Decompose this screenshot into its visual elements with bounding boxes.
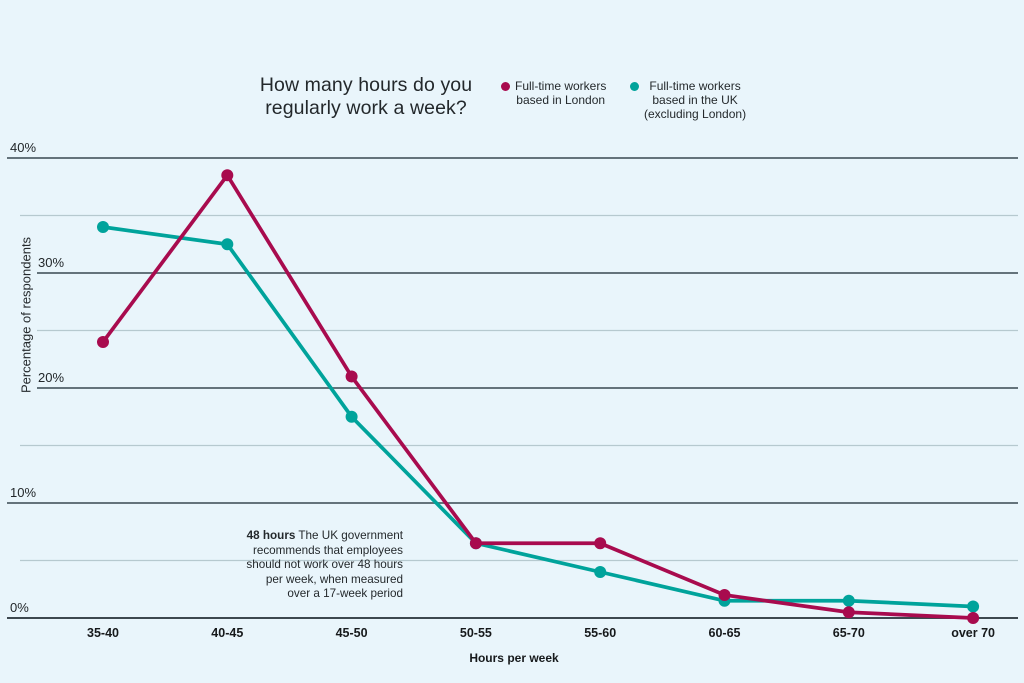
x-tick-label: 40-45 — [211, 626, 244, 640]
data-point — [345, 370, 358, 383]
chart-title-line1: How many hours do you — [259, 74, 473, 96]
data-point — [221, 169, 234, 182]
data-point — [221, 238, 234, 251]
data-point — [345, 410, 358, 423]
annotation-48-hours: 48 hours The UK government recommends tha… — [246, 529, 403, 601]
y-tick-label: 30% — [38, 255, 65, 270]
y-tick-label: 40% — [10, 140, 37, 155]
y-tick-label: 20% — [38, 370, 65, 385]
legend-label: Full-time workers based in London — [515, 79, 607, 107]
chart-title-line2: regularly work a week? — [265, 97, 467, 119]
x-tick-label: 65-70 — [832, 626, 865, 640]
data-point — [842, 606, 855, 619]
legend-dot-icon — [501, 82, 510, 91]
x-tick-label: 55-60 — [584, 626, 617, 640]
data-point — [594, 537, 607, 550]
x-tick-label: 45-50 — [335, 626, 368, 640]
series-line — [102, 225, 974, 609]
data-point — [967, 612, 980, 624]
x-tick-label: 60-65 — [708, 626, 741, 640]
series-line — [101, 171, 974, 620]
data-point — [594, 566, 607, 578]
data-point — [97, 221, 109, 233]
legend-item: Full-time workers based in London — [501, 79, 606, 107]
annotation-bold-label: 48 hours — [246, 529, 296, 542]
x-tick-label: over 70 — [951, 626, 995, 640]
y-axis-title: Percentage of respondents — [18, 236, 34, 394]
data-point — [718, 589, 731, 601]
legend-label: Full-time workers based in the UK (excludi… — [644, 79, 747, 121]
data-point — [469, 537, 482, 550]
data-point — [842, 594, 855, 607]
legend-item: Full-time workers based in the UK (excludi… — [630, 79, 746, 121]
y-tick-label: 10% — [10, 485, 37, 500]
data-point — [967, 600, 980, 613]
y-tick-label: 0% — [10, 600, 29, 615]
x-tick-label: 35-40 — [87, 626, 119, 640]
data-point — [97, 336, 109, 348]
legend-dot-icon — [630, 82, 639, 91]
x-axis-title: Hours per week — [469, 651, 559, 665]
chart-title: How many hours do you regularly work a w… — [256, 74, 476, 120]
x-tick-label: 50-55 — [459, 626, 492, 640]
